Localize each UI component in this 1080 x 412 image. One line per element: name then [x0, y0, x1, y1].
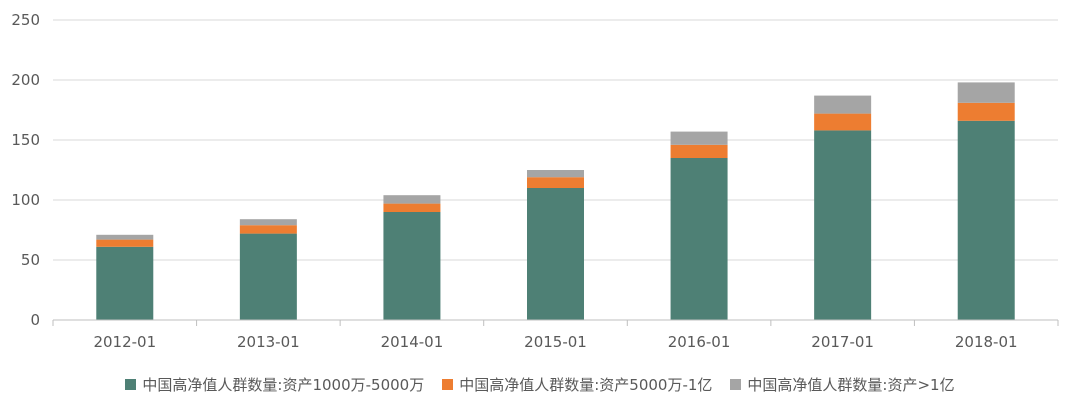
- y-tick-label: 0: [30, 311, 40, 329]
- legend-swatch: [125, 378, 137, 390]
- bar-segment-2017-01-series-1: [814, 113, 872, 131]
- bar-segment-2013-01-series-1: [239, 225, 297, 234]
- bar-segment-2018-01-series-1: [957, 102, 1015, 121]
- legend-item-series-1: 中国高净值人群数量:资产5000万-1亿: [442, 374, 712, 395]
- bar-segment-2012-01-series-1: [96, 239, 154, 247]
- x-tick-label: 2014-01: [381, 333, 444, 351]
- bar-segment-2017-01-series-2: [814, 95, 872, 114]
- y-tick-label: 50: [21, 251, 40, 269]
- bar-segment-2018-01-series-0: [957, 120, 1015, 320]
- legend-swatch: [442, 378, 454, 390]
- legend-item-series-0: 中国高净值人群数量:资产1000万-5000万: [125, 374, 424, 395]
- y-tick-label: 150: [11, 131, 40, 149]
- bars: [96, 82, 1015, 320]
- x-tick-label: 2016-01: [668, 333, 731, 351]
- y-tick-label: 200: [11, 71, 40, 89]
- x-tick-label: 2015-01: [524, 333, 587, 351]
- y-tick-label: 100: [11, 191, 40, 209]
- x-tick-label: 2017-01: [811, 333, 874, 351]
- legend-label: 中国高净值人群数量:资产>1亿: [747, 375, 955, 394]
- bar-segment-2013-01-series-0: [239, 233, 297, 320]
- legend-label: 中国高净值人群数量:资产5000万-1亿: [459, 375, 713, 394]
- legend-item-series-2: 中国高净值人群数量:资产>1亿: [730, 374, 955, 395]
- grid-lines: [53, 19, 1058, 261]
- bar-segment-2016-01-series-1: [670, 144, 728, 158]
- bar-segment-2014-01-series-1: [383, 203, 441, 212]
- legend-swatch: [730, 378, 742, 390]
- legend-label: 中国高净值人群数量:资产1000万-5000万: [142, 375, 425, 394]
- y-axis-tick-labels: 0 50 100 150 200 250: [11, 11, 40, 329]
- bar-segment-2015-01-series-2: [527, 170, 584, 178]
- bar-segment-2012-01-series-2: [96, 234, 154, 240]
- bar-segment-2015-01-series-1: [527, 177, 584, 188]
- y-tick-label: 250: [11, 11, 40, 29]
- chart-legend: 中国高净值人群数量:资产1000万-5000万 中国高净值人群数量:资产5000万…: [0, 370, 1080, 398]
- bar-segment-2015-01-series-0: [527, 188, 584, 320]
- bar-segment-2016-01-series-2: [670, 131, 728, 145]
- x-tick-label: 2012-01: [93, 333, 156, 351]
- bar-segment-2013-01-series-2: [239, 219, 297, 226]
- bar-segment-2016-01-series-0: [670, 158, 728, 320]
- x-axis-tick-labels: 2012-01 2013-01 2014-01 2015-01 2016-01 2017-…: [93, 333, 1017, 351]
- x-axis: [52, 319, 1059, 326]
- bar-segment-2018-01-series-2: [957, 82, 1015, 103]
- bar-segment-2014-01-series-2: [383, 195, 441, 204]
- x-tick-label: 2013-01: [237, 333, 300, 351]
- x-tick-label: 2018-01: [955, 333, 1018, 351]
- bar-segment-2017-01-series-0: [814, 130, 872, 320]
- bar-segment-2014-01-series-0: [383, 212, 441, 320]
- bar-segment-2012-01-series-0: [96, 246, 154, 320]
